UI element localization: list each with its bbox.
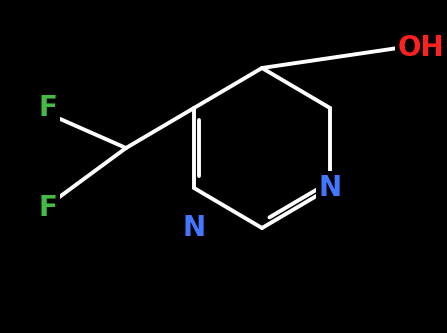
Text: OH: OH bbox=[398, 34, 445, 62]
Text: F: F bbox=[38, 94, 57, 122]
Text: N: N bbox=[318, 174, 342, 202]
Text: F: F bbox=[38, 194, 57, 222]
Text: N: N bbox=[182, 214, 206, 242]
